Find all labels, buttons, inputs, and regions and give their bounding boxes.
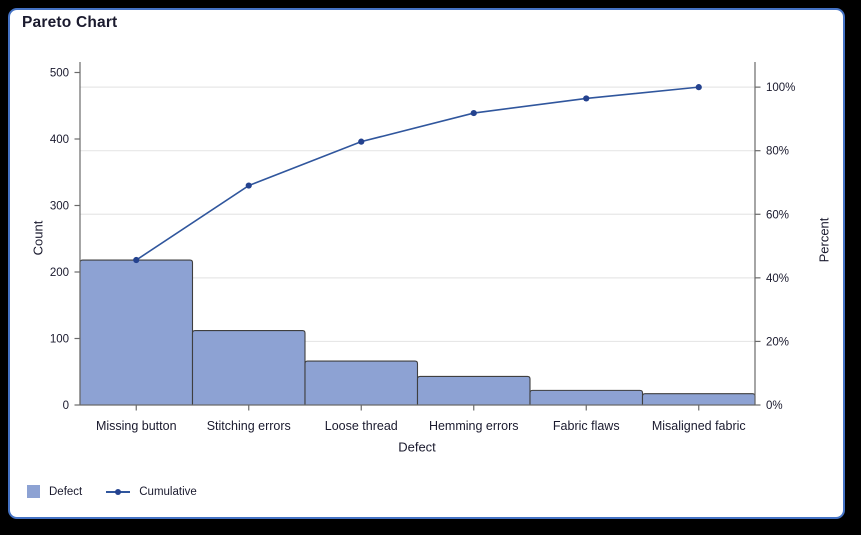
bar-5 (641, 393, 756, 406)
legend-label-cumulative: Cumulative (139, 485, 197, 498)
category-label-2: Loose thread (325, 419, 398, 433)
cumulative-marker-0 (133, 256, 140, 264)
x-axis-title: Defect (398, 439, 436, 455)
cumulative-marker-5 (695, 84, 702, 91)
cumulative-marker-4 (583, 95, 590, 102)
bar-2 (304, 360, 419, 406)
percent-tick-label: 20% (766, 336, 789, 348)
line-marker-dot (115, 488, 122, 495)
y-tick-label-left: 400 (50, 134, 69, 146)
cumulative-marker-1 (245, 182, 252, 189)
page-title: Pareto Chart (22, 14, 118, 31)
cumulative-line (135, 86, 699, 261)
category-label-3: Hemming errors (429, 419, 519, 433)
y-tick-label-left: 300 (50, 201, 69, 213)
line-marker-icon (106, 488, 131, 496)
legend-item-cumulative: Cumulative (106, 486, 197, 498)
bar-swatch-icon (27, 485, 40, 498)
category-label-0: Missing button (96, 419, 177, 433)
category-label-1: Stitching errors (207, 419, 291, 433)
bar-0 (79, 259, 194, 406)
percent-tick-label: 0% (766, 400, 783, 412)
cumulative-marker-3 (470, 109, 477, 117)
y-tick-label-left: 0 (63, 400, 69, 412)
percent-tick-label: 60% (766, 209, 789, 221)
y-tick-label-left: 200 (50, 267, 69, 279)
percent-tick-label: 80% (766, 146, 789, 158)
percent-tick-label: 100% (766, 82, 795, 94)
percent-tick-label: 40% (766, 273, 789, 285)
legend-item-defect: Defect (27, 485, 82, 498)
y-tick-label-left: 100 (50, 334, 69, 346)
bar-1 (191, 329, 306, 406)
legend: Defect Cumulative (27, 485, 197, 498)
legend-label-defect: Defect (49, 485, 83, 498)
cumulative-marker-2 (358, 138, 365, 145)
y-axis-title-left: Count (30, 220, 46, 256)
y-tick-label-left: 500 (50, 68, 69, 80)
category-label-4: Fabric flaws (553, 419, 620, 433)
y-axis-title-right: Percent (816, 217, 832, 263)
bar-4 (529, 389, 644, 406)
bar-3 (416, 375, 531, 406)
category-label-5: Misaligned fabric (652, 419, 746, 433)
